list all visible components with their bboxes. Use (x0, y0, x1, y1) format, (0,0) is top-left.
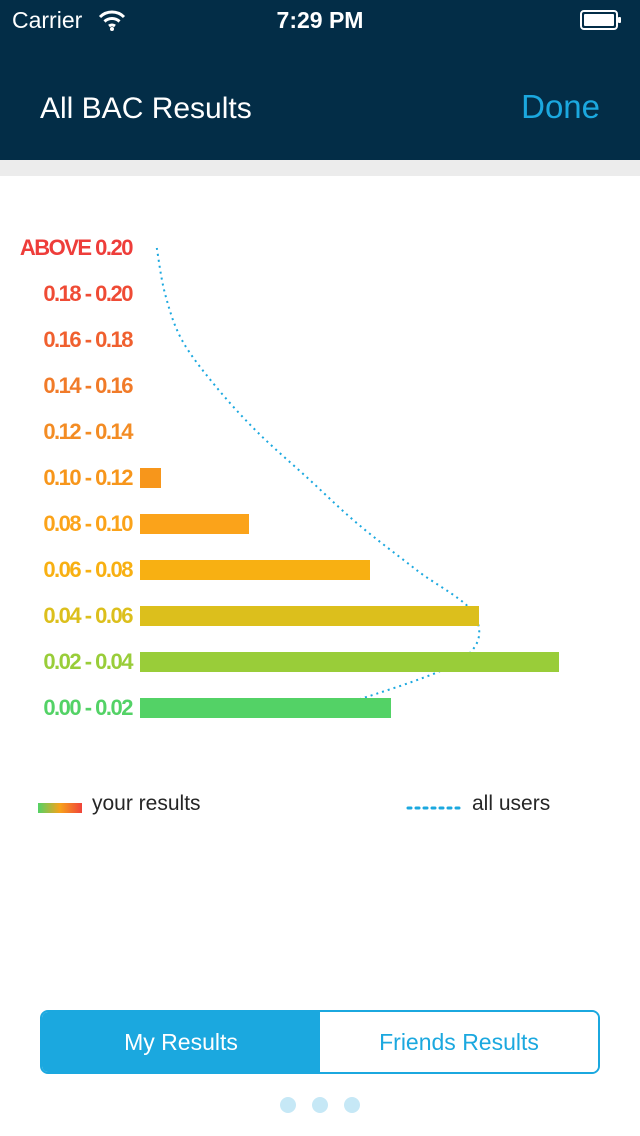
page-title: All BAC Results (40, 92, 252, 125)
category-label: ABOVE 0.20 (19, 235, 134, 260)
your-results-legend-label: your results (92, 792, 201, 815)
category-label: 0.08 - 0.10 (43, 511, 133, 536)
category-label: 0.18 - 0.20 (43, 281, 133, 306)
clock: 7:29 PM (276, 7, 364, 33)
page-dot-3[interactable] (344, 1097, 360, 1113)
battery-icon (580, 10, 621, 30)
category-label: 0.12 - 0.14 (43, 419, 133, 444)
wifi-icon (98, 10, 126, 31)
category-label: 0.00 - 0.02 (43, 695, 133, 720)
result-bar (140, 606, 479, 626)
tab-friends-results[interactable]: Friends Results (320, 1012, 598, 1072)
header-divider (0, 160, 640, 176)
category-label: 0.16 - 0.18 (43, 327, 133, 352)
all-users-legend-label: all users (472, 792, 551, 815)
results-segmented-control: My Results Friends Results (40, 1010, 600, 1074)
tab-my-results[interactable]: My Results (42, 1012, 320, 1072)
page-indicator (0, 1097, 640, 1113)
done-button[interactable]: Done (521, 88, 600, 125)
navigation-bar: All BAC Results Done (0, 40, 640, 160)
category-label: 0.02 - 0.04 (43, 649, 133, 674)
result-bar (140, 652, 559, 672)
result-bar (140, 560, 370, 580)
all-users-curve (155, 247, 481, 709)
result-bar (140, 698, 391, 718)
category-label: 0.14 - 0.16 (43, 373, 133, 398)
category-label: 0.10 - 0.12 (43, 465, 133, 490)
category-label: 0.04 - 0.06 (43, 603, 133, 628)
status-bar: Carrier 7:29 PM (0, 0, 640, 40)
carrier-label: Carrier (12, 7, 83, 33)
page-dot-1[interactable] (280, 1097, 296, 1113)
result-bar (140, 514, 249, 534)
category-label: 0.06 - 0.08 (43, 557, 133, 582)
your-results-legend-swatch (38, 803, 82, 813)
all-users-legend-swatch (406, 806, 464, 810)
result-bar (140, 468, 161, 488)
page-dot-2[interactable] (312, 1097, 328, 1113)
